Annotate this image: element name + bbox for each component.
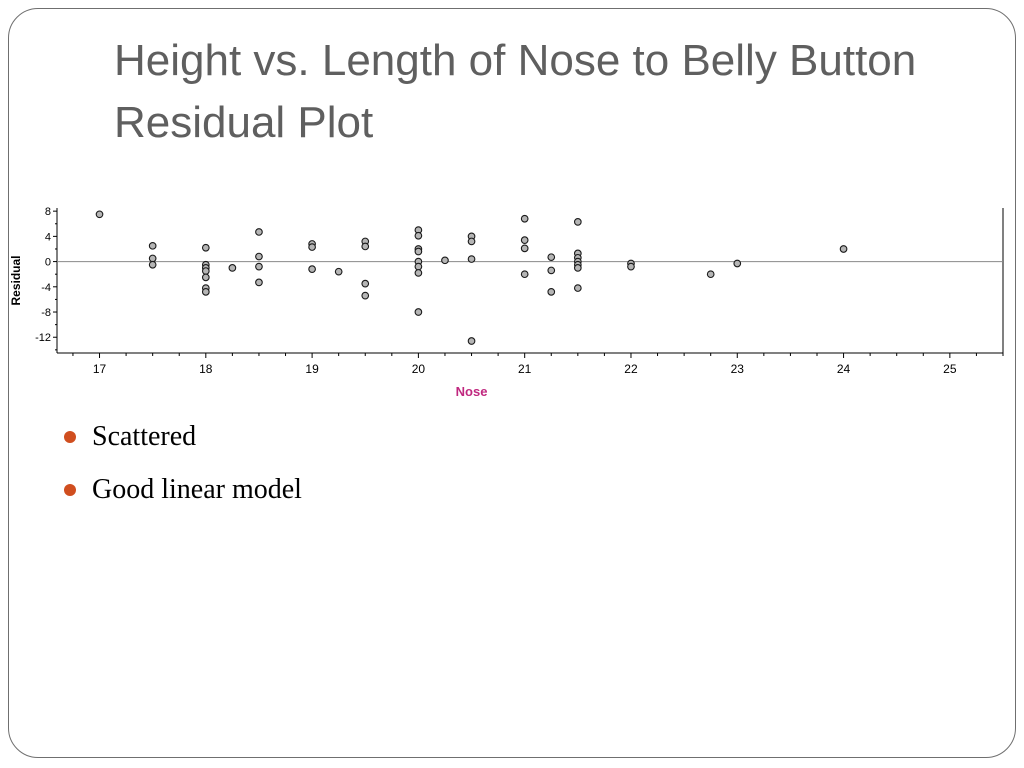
bullet-text: Good linear model — [92, 474, 302, 505]
data-point — [706, 270, 715, 279]
x-tick-label: 18 — [199, 362, 213, 376]
data-point — [627, 262, 635, 271]
x-tick-label: 23 — [731, 362, 745, 376]
residual-plot-svg: 8 4 0 -4 -8 -12 17 18 19 20 21 22 23 24 25 Nose Residual — [9, 206, 1004, 399]
data-point — [148, 254, 157, 263]
x-tick-label: 19 — [305, 362, 319, 376]
data-point — [467, 255, 476, 263]
slide-title: Height vs. Length of Nose to Belly Butto… — [114, 36, 917, 147]
data-point — [520, 236, 529, 245]
bullet-list: Scattered Good linear model — [62, 418, 302, 524]
data-point — [414, 269, 423, 277]
bullet-item: Scattered — [62, 418, 302, 471]
x-tick-label: 25 — [943, 362, 957, 376]
data-point — [441, 256, 449, 265]
data-point — [733, 259, 742, 268]
data-point — [414, 308, 423, 316]
x-tick-label: 17 — [93, 362, 107, 376]
x-tick-label: 20 — [412, 362, 426, 376]
bullet-icon — [64, 484, 76, 496]
y-axis-title: Residual — [9, 255, 23, 305]
bullet-item: Good linear model — [62, 471, 302, 524]
data-point — [573, 218, 582, 226]
slide-frame — [8, 8, 1016, 758]
data-point — [201, 243, 210, 252]
data-point — [414, 262, 423, 271]
residual-plot: 8 4 0 -4 -8 -12 17 18 19 20 21 22 23 24 25 Nose Residual — [0, 200, 1024, 410]
data-point — [467, 237, 476, 246]
data-point — [414, 247, 423, 256]
y-tick-label: -8 — [41, 307, 51, 319]
data-point — [201, 287, 210, 296]
x-tick-label: 22 — [624, 362, 638, 376]
y-tick-label: 4 — [45, 231, 51, 243]
data-point — [201, 267, 210, 275]
data-point — [255, 262, 263, 271]
data-point — [520, 270, 529, 279]
data-point — [547, 253, 556, 262]
data-point — [839, 245, 848, 253]
y-tick-label: -12 — [35, 332, 51, 344]
data-point — [467, 337, 476, 345]
y-tick-label: -4 — [41, 282, 51, 294]
data-point — [308, 265, 316, 274]
y-tick-label: 0 — [45, 257, 51, 269]
data-point — [573, 284, 582, 292]
data-point — [361, 279, 370, 288]
data-point — [361, 291, 370, 300]
bullet-icon — [64, 431, 76, 443]
x-tick-label: 21 — [518, 362, 532, 376]
data-point — [255, 252, 263, 261]
y-tick-label: 8 — [45, 206, 51, 218]
data-point — [95, 210, 104, 219]
data-point — [228, 264, 237, 272]
x-axis-title: Nose — [456, 384, 488, 399]
data-point — [201, 273, 210, 282]
data-point — [414, 231, 423, 240]
data-point — [547, 287, 556, 296]
data-point — [308, 243, 316, 251]
data-point — [520, 244, 529, 253]
x-tick-label: 24 — [837, 362, 851, 376]
data-point — [573, 264, 582, 272]
data-point — [334, 267, 343, 276]
data-point — [520, 214, 529, 223]
data-point — [361, 242, 370, 251]
data-point — [255, 228, 263, 236]
bullet-text: Scattered — [92, 421, 197, 452]
data-point — [255, 278, 263, 287]
data-point — [148, 241, 157, 250]
data-point — [148, 260, 157, 269]
data-point — [547, 266, 556, 275]
